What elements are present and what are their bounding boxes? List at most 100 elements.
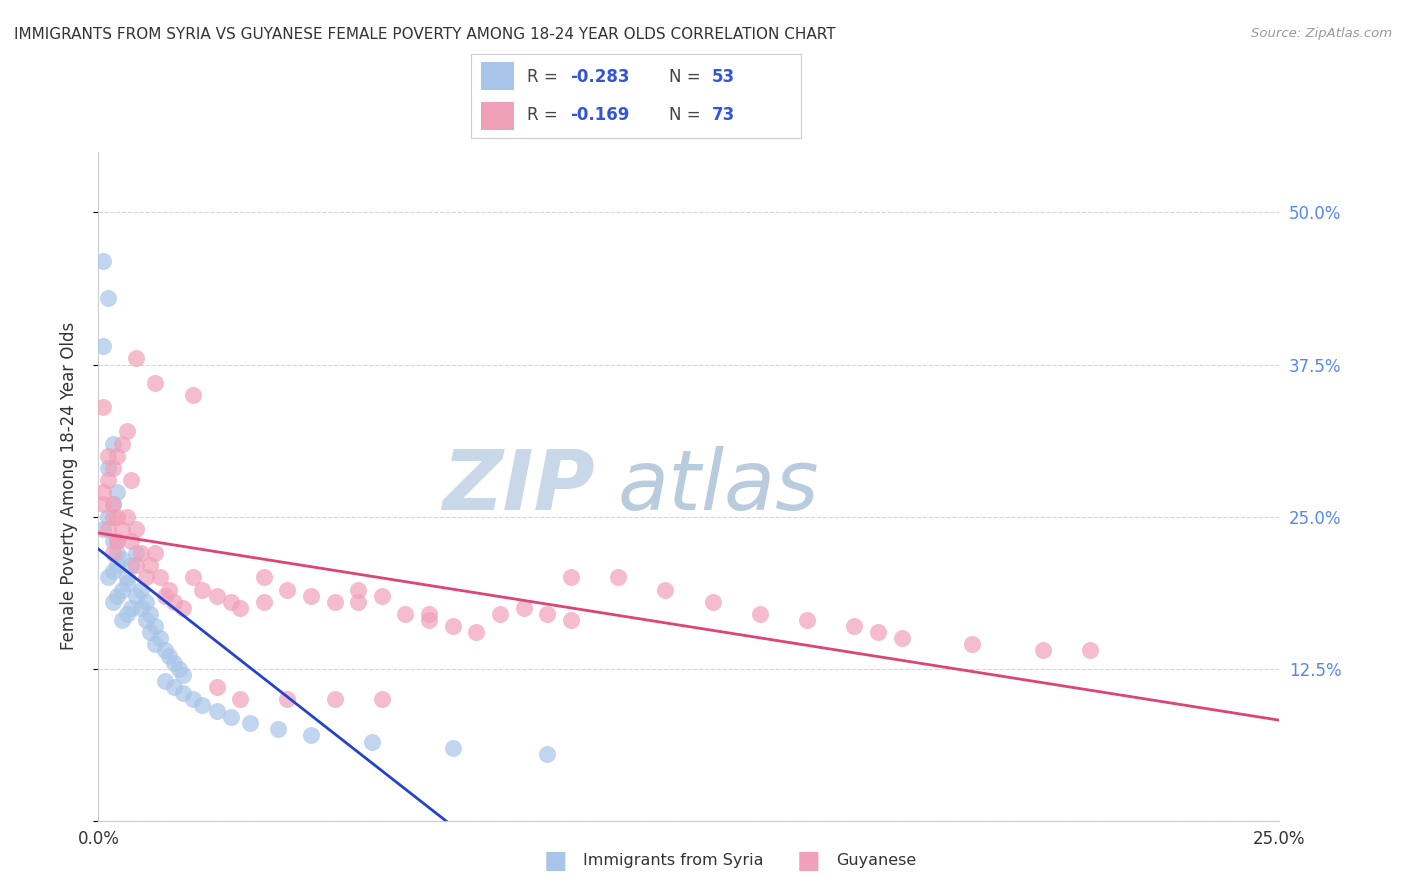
Point xyxy=(962,637,984,651)
Point xyxy=(111,436,134,450)
Point xyxy=(276,692,298,706)
Point xyxy=(153,589,176,603)
Point xyxy=(101,497,124,511)
Point xyxy=(101,564,124,578)
Point xyxy=(536,747,558,761)
Point xyxy=(267,723,290,737)
Point xyxy=(105,546,128,560)
Point xyxy=(205,680,228,694)
Point xyxy=(149,570,172,584)
Point xyxy=(101,595,124,609)
Point xyxy=(205,589,228,603)
Text: R =: R = xyxy=(527,106,564,124)
Point xyxy=(91,522,114,536)
Point xyxy=(105,533,128,548)
Point xyxy=(105,558,128,573)
Point xyxy=(163,680,186,694)
Point xyxy=(560,613,582,627)
Point xyxy=(139,607,162,621)
Point xyxy=(121,473,143,487)
Point xyxy=(97,570,120,584)
Text: Immigrants from Syria: Immigrants from Syria xyxy=(583,854,763,868)
Point xyxy=(143,637,166,651)
Point xyxy=(1032,643,1054,657)
Point xyxy=(229,692,252,706)
Point xyxy=(143,619,166,633)
Point xyxy=(607,570,630,584)
Point xyxy=(157,582,180,597)
Point xyxy=(105,449,128,463)
Point xyxy=(489,607,512,621)
Point xyxy=(111,582,134,597)
Point xyxy=(129,600,152,615)
Point xyxy=(361,734,384,748)
Point xyxy=(101,461,124,475)
Point xyxy=(748,607,770,621)
Point xyxy=(205,704,228,718)
Point xyxy=(512,600,534,615)
Point xyxy=(536,607,558,621)
Point xyxy=(115,425,138,439)
Point xyxy=(394,607,416,621)
Point xyxy=(181,570,204,584)
Point xyxy=(115,576,138,591)
Point xyxy=(115,509,138,524)
Point xyxy=(163,595,186,609)
Point xyxy=(172,667,194,681)
Point xyxy=(371,589,394,603)
Point xyxy=(135,595,157,609)
Point xyxy=(125,546,148,560)
Text: N =: N = xyxy=(669,106,706,124)
Point xyxy=(866,625,889,640)
Point xyxy=(129,582,152,597)
Text: Guyanese: Guyanese xyxy=(837,854,917,868)
Point xyxy=(143,546,166,560)
Text: Source: ZipAtlas.com: Source: ZipAtlas.com xyxy=(1251,27,1392,40)
Point xyxy=(121,558,143,573)
Point xyxy=(121,600,143,615)
Point xyxy=(844,619,866,633)
Text: 53: 53 xyxy=(713,68,735,86)
Point xyxy=(347,595,370,609)
Point xyxy=(125,558,148,573)
Point xyxy=(125,351,148,366)
Point xyxy=(219,710,242,724)
Point xyxy=(101,546,124,560)
Point xyxy=(91,400,114,414)
Point xyxy=(153,673,176,688)
Point xyxy=(97,509,120,524)
Point xyxy=(101,533,124,548)
Point xyxy=(111,613,134,627)
Point xyxy=(276,582,298,597)
Text: N =: N = xyxy=(669,68,706,86)
Point xyxy=(149,631,172,645)
Point xyxy=(91,339,114,353)
Point xyxy=(129,546,152,560)
Point xyxy=(97,449,120,463)
Text: -0.169: -0.169 xyxy=(571,106,630,124)
Point xyxy=(97,473,120,487)
Point xyxy=(890,631,912,645)
Point xyxy=(91,497,114,511)
Bar xyxy=(481,62,515,90)
Text: ■: ■ xyxy=(544,849,567,872)
Point xyxy=(418,613,440,627)
Point xyxy=(371,692,394,706)
Point xyxy=(323,692,346,706)
Text: atlas: atlas xyxy=(619,446,820,526)
Point xyxy=(97,522,120,536)
Point xyxy=(181,692,204,706)
Point xyxy=(418,607,440,621)
Point xyxy=(323,595,346,609)
Bar xyxy=(481,102,515,130)
Point xyxy=(135,570,157,584)
Point xyxy=(702,595,724,609)
Point xyxy=(101,509,124,524)
Point xyxy=(191,582,214,597)
Point xyxy=(139,558,162,573)
Point xyxy=(115,570,138,584)
Text: R =: R = xyxy=(527,68,564,86)
Point xyxy=(111,552,134,566)
Point xyxy=(153,643,176,657)
Point xyxy=(105,485,128,500)
